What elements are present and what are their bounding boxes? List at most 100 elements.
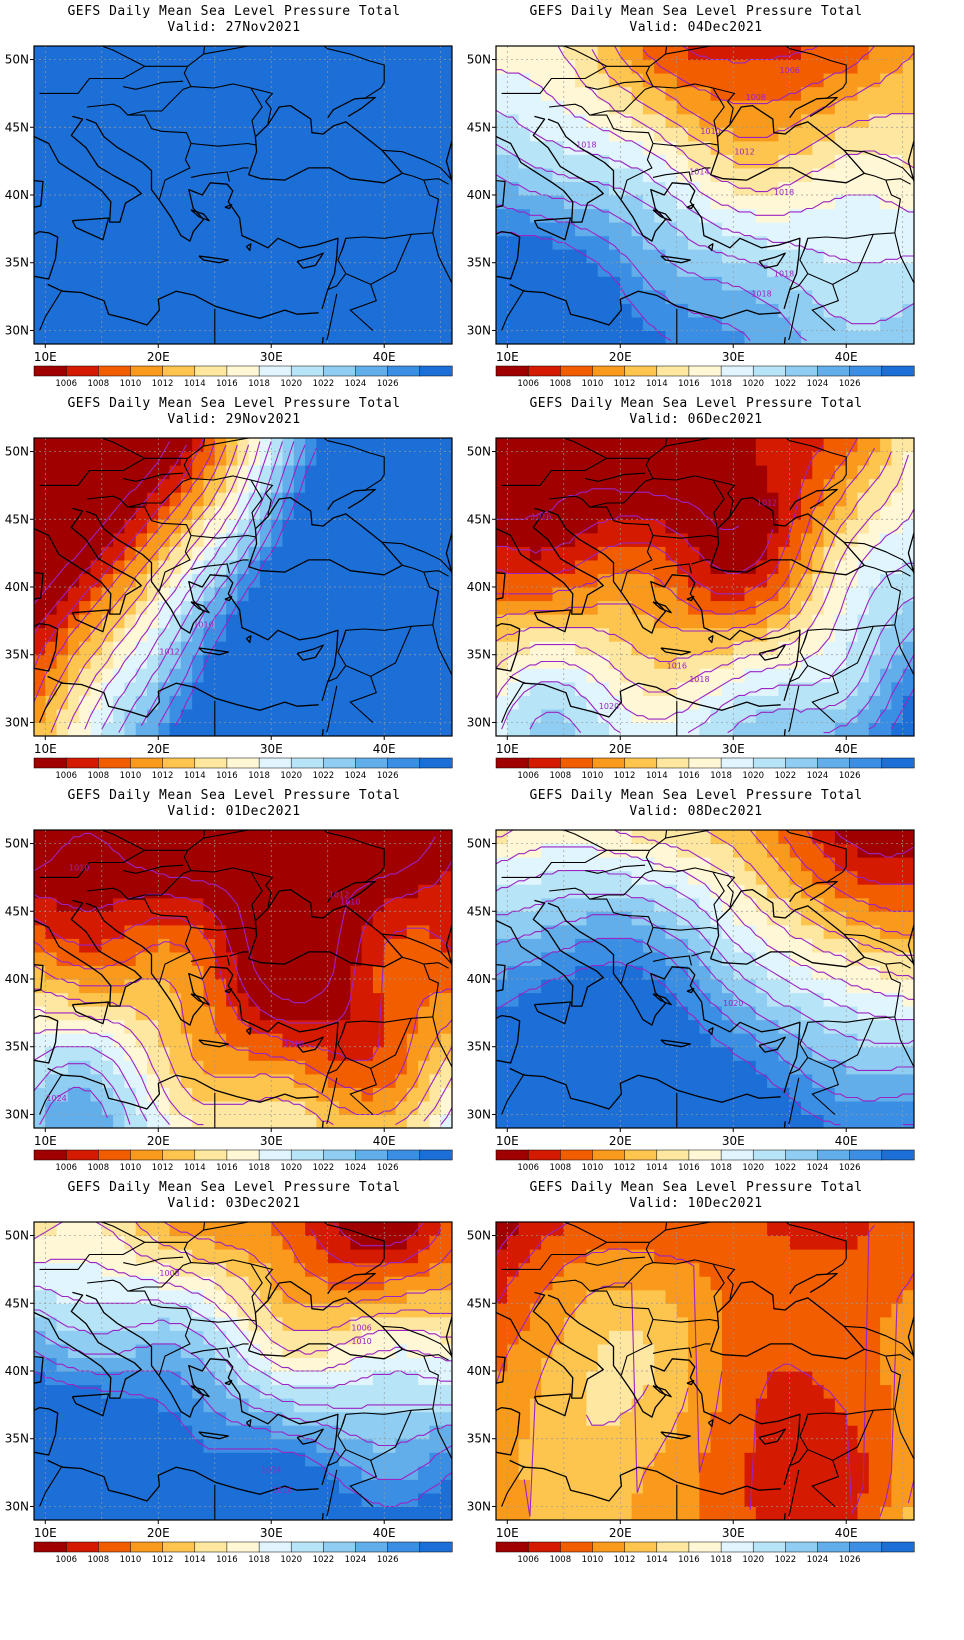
panel-title: GEFS Daily Mean Sea Level Pressure Total… <box>4 788 464 820</box>
isobar <box>496 508 914 720</box>
panel-title: GEFS Daily Mean Sea Level Pressure Total… <box>4 4 464 36</box>
country-border <box>39 289 63 331</box>
lon-label: 40E <box>835 742 858 756</box>
colorbar-label: 1020 <box>742 1163 764 1173</box>
country-border <box>652 1347 692 1358</box>
panel-title-text: GEFS Daily Mean Sea Level Pressure Total <box>529 396 863 411</box>
lon-label: 10E <box>496 1526 519 1540</box>
colorbar-swatch <box>817 365 851 377</box>
colorbar-swatch <box>33 1541 67 1553</box>
panel-valid-date: Valid: 04Dec2021 <box>629 20 763 35</box>
coastline <box>190 1385 210 1398</box>
colorbar-label: 1006 <box>55 1555 77 1565</box>
coastline <box>85 902 339 1093</box>
colorbar-swatch <box>817 1541 851 1553</box>
country-border <box>585 1256 646 1266</box>
colorbar-swatch <box>495 757 529 769</box>
colorbar-swatch <box>656 365 690 377</box>
colorbar-swatch <box>162 757 196 769</box>
colorbar-swatch <box>226 365 260 377</box>
colorbar-swatch <box>290 1541 324 1553</box>
coastline <box>496 622 521 672</box>
isobar <box>496 1222 576 1304</box>
colorbar-swatch <box>624 757 658 769</box>
country-border <box>784 438 847 492</box>
lat-label: 45N <box>5 512 29 526</box>
colorbar-swatch <box>560 1541 594 1553</box>
coastline <box>34 1406 59 1456</box>
colorbar-label: 1018 <box>710 379 732 389</box>
lat-label: 35N <box>5 648 29 662</box>
colorbar-swatch <box>592 1541 626 1553</box>
coastline <box>709 496 865 576</box>
colorbar-swatch <box>785 757 819 769</box>
coastline <box>198 647 229 656</box>
country-border <box>864 1348 911 1361</box>
country-border <box>832 1410 874 1461</box>
coastline <box>245 1419 252 1428</box>
coastline <box>652 601 672 614</box>
country-border <box>322 438 385 492</box>
country-border <box>549 1279 654 1376</box>
lon-label: 10E <box>34 742 57 756</box>
panel-title: GEFS Daily Mean Sea Level Pressure Total… <box>466 1180 926 1212</box>
isobar-label: 1010 <box>351 1337 371 1346</box>
coastline <box>660 647 691 656</box>
coastline <box>496 1406 521 1456</box>
lon-label: 20E <box>609 742 632 756</box>
lon-label: 10E <box>34 1526 57 1540</box>
lat-label: 45N <box>467 904 491 918</box>
isobar <box>395 1046 452 1126</box>
coastline <box>907 532 914 574</box>
isobar-label: 1008 <box>746 93 766 102</box>
pressure-field: 1010 1012 <box>34 438 452 736</box>
lat-label: 45N <box>5 1296 29 1310</box>
lat-label: 50N <box>5 445 29 459</box>
country-border <box>250 87 274 124</box>
country-border <box>326 293 338 341</box>
lat-label: 35N <box>5 1040 29 1054</box>
colorbar-label: 1006 <box>55 771 77 781</box>
coastline <box>686 1379 695 1386</box>
colorbar-swatch <box>194 1149 228 1161</box>
coastline <box>224 987 233 994</box>
coastline <box>509 283 781 326</box>
isobar <box>34 832 436 1004</box>
panel-valid-date: Valid: 01Dec2021 <box>167 804 301 819</box>
country-border <box>87 1279 192 1376</box>
colorbar-label: 1010 <box>582 771 604 781</box>
isobar <box>34 1258 452 1372</box>
coastline <box>247 1280 403 1360</box>
colorbar-swatch <box>752 1149 786 1161</box>
lon-label: 10E <box>496 350 519 364</box>
lat-label: 30N <box>467 1107 491 1121</box>
isobar <box>34 444 187 635</box>
pressure-field: 1008 1006 1010 1014 1016 <box>34 1222 452 1520</box>
lat-label: 50N <box>5 837 29 851</box>
coastline <box>247 104 403 184</box>
country-border <box>843 933 914 965</box>
colorbar-label: 1016 <box>678 771 700 781</box>
coastline <box>247 496 403 576</box>
colorbar-swatch <box>323 757 357 769</box>
colorbar-swatch <box>419 365 453 377</box>
panel-title: GEFS Daily Mean Sea Level Pressure Total… <box>466 788 926 820</box>
isobar <box>423 1076 452 1122</box>
colorbar-swatch <box>881 1541 915 1553</box>
lat-label: 50N <box>467 53 491 67</box>
country-border <box>691 1343 711 1349</box>
lat-label: 45N <box>5 120 29 134</box>
lat-label: 40N <box>5 188 29 202</box>
coastline <box>709 888 865 968</box>
colorbar-label: 1012 <box>152 771 174 781</box>
country-border <box>799 1414 839 1507</box>
isobar <box>34 941 452 1095</box>
colorbar-label: 1024 <box>345 379 367 389</box>
isobar-label: 1010 <box>69 864 89 873</box>
country-border <box>39 681 63 723</box>
lat-label: 50N <box>467 1229 491 1243</box>
coastline <box>190 601 210 614</box>
lat-label: 50N <box>5 1229 29 1243</box>
